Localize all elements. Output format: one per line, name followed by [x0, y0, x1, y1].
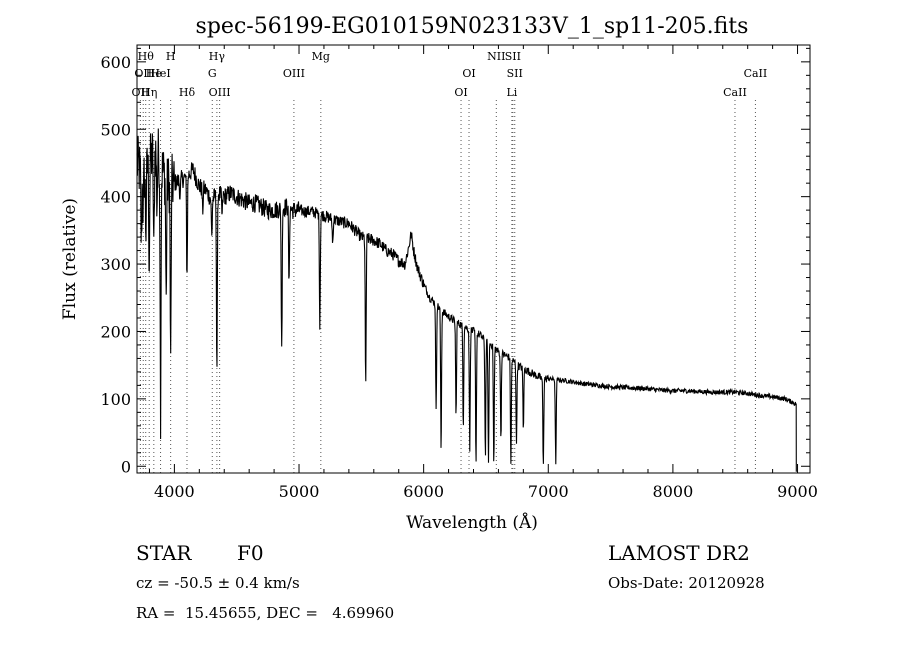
- observation-date: Obs-Date: 20120928: [608, 574, 765, 592]
- spectrum-trace: [136, 128, 797, 472]
- line-marker-label: Hθ: [138, 50, 155, 63]
- line-marker-label: He: [146, 67, 162, 80]
- line-marker-label: Hη: [141, 86, 157, 99]
- x-tick-label: 7000: [528, 482, 569, 501]
- line-marker-label: CaII: [723, 86, 747, 99]
- line-marker-label: Hγ: [209, 50, 226, 63]
- line-marker-label: OI: [462, 67, 475, 80]
- y-tick-label: 400: [100, 188, 131, 207]
- y-tick-label: 600: [100, 53, 131, 72]
- line-marker-label: Hδ: [179, 86, 196, 99]
- line-marker-label: OII: [132, 86, 150, 99]
- plot-frame: [136, 44, 811, 474]
- line-marker-label: OIII: [283, 67, 305, 80]
- line-marker-label: SII: [507, 67, 523, 80]
- x-tick-label: 9000: [777, 482, 818, 501]
- x-tick-label: 6000: [403, 482, 444, 501]
- y-tick-label: 300: [100, 255, 131, 274]
- redshift-velocity: cz = -50.5 ± 0.4 km/s: [136, 574, 300, 592]
- flux-curve: [136, 128, 797, 472]
- x-axis-label: Wavelength (Å): [406, 512, 538, 533]
- survey-name: LAMOST DR2: [608, 541, 750, 565]
- coordinates: RA = 15.45655, DEC = 4.69960: [136, 604, 395, 622]
- x-tick-label: 4000: [154, 482, 195, 501]
- axes: 4000 5000 6000 7000 8000 9000 0 100 200 300 400 500…: [100, 45, 818, 501]
- x-tick-label: 8000: [653, 482, 694, 501]
- y-axis-label: Flux (relative): [60, 198, 80, 320]
- line-marker-label: OI: [454, 86, 467, 99]
- line-marker-label: SII: [505, 50, 521, 63]
- line-marker-label: CaII: [744, 67, 768, 80]
- y-tick-label: 0: [121, 457, 131, 476]
- spectral-subclass: F0: [237, 541, 264, 565]
- y-tick-label: 500: [100, 120, 131, 139]
- line-marker-label: NII: [487, 50, 505, 63]
- line-marker-label: OIII: [209, 86, 231, 99]
- object-class: STAR: [136, 541, 192, 565]
- line-marker-label: OII: [134, 67, 152, 80]
- line-marker-label: HeI: [150, 67, 170, 80]
- y-tick-label: 200: [100, 322, 131, 341]
- line-marker-label: H: [166, 50, 176, 63]
- chart-title: spec-56199-EG010159N023133V_1_sp11-205.f…: [196, 14, 749, 39]
- x-tick-label: 5000: [279, 482, 320, 501]
- line-marker-label: Mg: [312, 50, 330, 63]
- line-marker-label: Li: [506, 86, 517, 99]
- line-marker-label: G: [208, 67, 217, 80]
- y-tick-label: 100: [100, 390, 131, 409]
